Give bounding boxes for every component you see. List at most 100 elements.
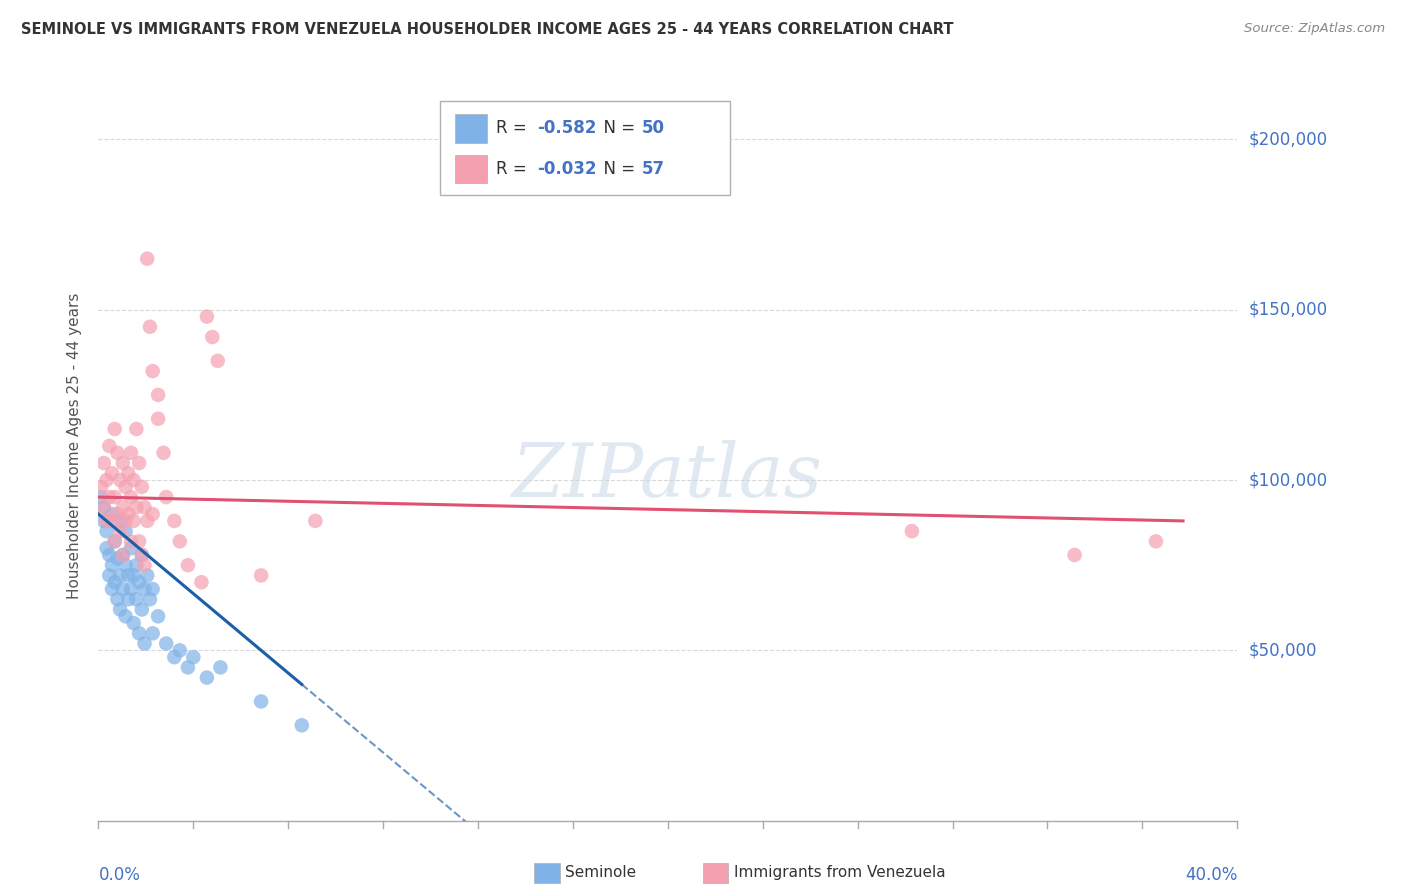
Point: [190, 575, 212, 590]
Point: [108, 524, 131, 538]
Point: [125, 592, 148, 607]
Point: [125, 558, 148, 573]
Text: R =: R =: [496, 120, 531, 137]
Point: [104, 534, 127, 549]
Text: $150,000: $150,000: [1249, 301, 1327, 318]
Point: [250, 694, 273, 708]
Point: [117, 592, 139, 607]
Point: [93, 500, 115, 515]
Point: [104, 422, 127, 436]
Point: [117, 507, 139, 521]
Point: [163, 650, 186, 665]
Point: [1063, 548, 1085, 562]
Point: [108, 473, 131, 487]
Point: [122, 616, 145, 631]
Point: [131, 548, 153, 562]
Point: [114, 524, 136, 538]
Point: [108, 514, 131, 528]
Point: [98, 439, 121, 453]
Point: [195, 310, 218, 324]
Point: [120, 534, 142, 549]
Point: [134, 558, 156, 573]
Point: [209, 660, 232, 674]
Point: [142, 364, 165, 378]
Text: -0.582: -0.582: [537, 120, 596, 137]
Point: [136, 568, 159, 582]
Text: 57: 57: [641, 160, 665, 178]
Point: [98, 490, 121, 504]
Point: [90, 490, 112, 504]
Text: 0.0%: 0.0%: [98, 865, 141, 884]
Point: [120, 490, 142, 504]
Point: [111, 500, 134, 515]
Text: ZIPatlas: ZIPatlas: [512, 440, 824, 512]
Point: [177, 660, 200, 674]
Text: 50: 50: [641, 120, 665, 137]
Point: [152, 446, 174, 460]
Point: [114, 480, 136, 494]
Point: [139, 319, 162, 334]
Point: [96, 541, 118, 556]
Point: [250, 568, 273, 582]
Point: [291, 718, 314, 732]
Point: [136, 514, 159, 528]
Point: [101, 514, 124, 528]
Point: [107, 446, 129, 460]
Point: [114, 514, 136, 528]
Text: $50,000: $50,000: [1249, 641, 1317, 659]
Point: [183, 650, 205, 665]
Point: [142, 582, 165, 596]
Point: [117, 568, 139, 582]
Point: [93, 500, 115, 515]
Point: [111, 548, 134, 562]
Point: [169, 643, 191, 657]
Point: [122, 514, 145, 528]
Point: [146, 411, 169, 425]
Point: [114, 558, 136, 573]
Point: [169, 534, 191, 549]
Point: [120, 446, 142, 460]
Point: [98, 548, 121, 562]
Point: [104, 534, 127, 549]
Text: 40.0%: 40.0%: [1185, 865, 1237, 884]
FancyBboxPatch shape: [440, 102, 731, 195]
Point: [96, 524, 118, 538]
Point: [128, 534, 150, 549]
Point: [142, 626, 165, 640]
Point: [120, 582, 142, 596]
Point: [146, 609, 169, 624]
Point: [142, 507, 165, 521]
Point: [108, 568, 131, 582]
Point: [101, 558, 124, 573]
Point: [101, 507, 124, 521]
Point: [207, 354, 229, 368]
Point: [125, 422, 148, 436]
Text: $200,000: $200,000: [1249, 130, 1327, 148]
Point: [201, 330, 224, 344]
Text: Seminole: Seminole: [565, 865, 637, 880]
Point: [114, 609, 136, 624]
Point: [134, 636, 156, 650]
Point: [155, 636, 177, 650]
Point: [90, 480, 112, 494]
Text: $100,000: $100,000: [1249, 471, 1327, 489]
Point: [131, 602, 153, 616]
Point: [107, 551, 129, 566]
Point: [163, 514, 186, 528]
Point: [136, 252, 159, 266]
Point: [101, 582, 124, 596]
Point: [1144, 534, 1167, 549]
Point: [120, 541, 142, 556]
Point: [117, 467, 139, 481]
Point: [122, 568, 145, 582]
Point: [101, 467, 124, 481]
Text: Source: ZipAtlas.com: Source: ZipAtlas.com: [1244, 22, 1385, 36]
Point: [108, 602, 131, 616]
Text: Immigrants from Venezuela: Immigrants from Venezuela: [734, 865, 946, 880]
Point: [195, 671, 218, 685]
Point: [104, 575, 127, 590]
Point: [901, 524, 924, 538]
Point: [111, 548, 134, 562]
Text: SEMINOLE VS IMMIGRANTS FROM VENEZUELA HOUSEHOLDER INCOME AGES 25 - 44 YEARS CORR: SEMINOLE VS IMMIGRANTS FROM VENEZUELA HO…: [21, 22, 953, 37]
Point: [107, 592, 129, 607]
